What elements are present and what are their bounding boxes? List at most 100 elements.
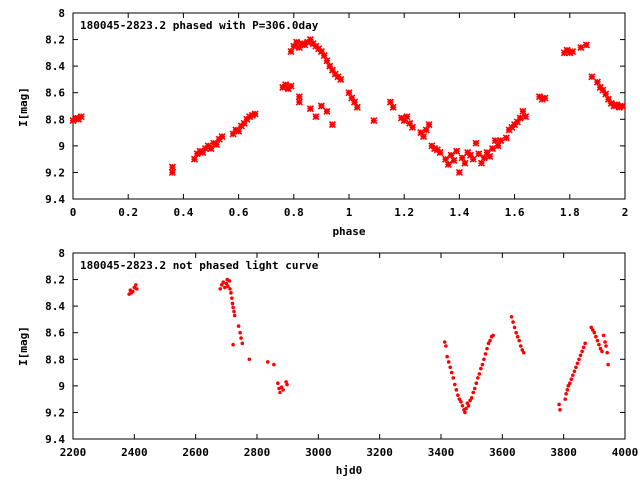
data-point [247,357,252,362]
data-point [565,388,570,392]
data-point [190,155,199,163]
data-point [577,43,585,52]
data-point [599,86,607,94]
data-point [251,110,259,118]
x-tick-label: 0.6 [229,206,249,219]
data-point [572,369,577,374]
data-point [486,341,491,346]
y-tick-label: 8.4 [45,60,65,73]
data-point [580,349,584,354]
y-tick-label: 9.2 [45,406,65,419]
data-point [458,154,466,162]
data-point [350,98,359,106]
data-point [246,113,254,121]
data-point [541,94,549,102]
data-point [449,370,454,375]
x-tick-label: 2200 [60,446,87,459]
data-point [312,113,320,121]
data-point [230,301,235,306]
data-point [389,103,397,111]
data-point [199,148,207,157]
x-tick-label: 0.2 [118,206,138,219]
data-point [512,325,517,330]
data-point [480,154,488,162]
data-point [566,49,574,57]
data-point [472,139,480,147]
data-point [328,121,337,129]
data-point [292,38,301,46]
data-point [446,360,451,364]
data-point [447,151,455,159]
data-point [248,111,256,119]
phased-x-axis: 0 0.2 0.4 0.6 0.8 1 1.2 1.4 1.6 1.8 2 [70,13,629,219]
data-point [592,330,597,335]
data-point [450,156,458,165]
data-point [606,362,610,367]
data-point [497,136,505,145]
data-point [298,39,306,48]
data-point [281,81,290,89]
data-point [618,102,626,110]
data-point [488,338,492,343]
data-point [168,168,176,176]
data-point [502,134,510,142]
x-tick-label: 2400 [121,446,148,459]
data-point [569,377,574,382]
data-point [515,334,520,339]
data-point [276,381,280,386]
data-point [468,398,472,403]
unphased-chart-title: 180045-2823.2 not phased light curve [80,259,319,272]
data-point [218,132,226,141]
data-point [227,279,232,283]
data-point [451,376,456,380]
data-point [328,66,337,74]
x-tick-label: 3200 [366,446,393,459]
data-point [320,51,328,60]
data-point [557,402,561,407]
data-point [134,287,139,291]
data-point [386,98,394,106]
data-point [326,62,334,70]
data-point [131,289,135,294]
x-tick-label: 2 [622,206,629,219]
y-tick-label: 8.4 [45,300,65,313]
data-point [516,114,524,122]
data-point [240,341,245,346]
unphased-x-axis-label: hjd0 [336,464,363,477]
data-point [461,159,469,167]
data-point [317,47,325,56]
data-point [563,397,567,401]
data-point [459,400,463,404]
data-point [491,333,495,338]
x-tick-label: 3800 [550,446,577,459]
data-point [240,119,248,127]
data-point [229,291,233,295]
data-point [566,384,571,388]
data-point [408,123,417,131]
data-point [295,43,303,52]
data-point [238,330,242,335]
data-point [476,376,480,380]
data-point [591,328,595,332]
data-point [598,346,603,351]
phased-data-points [69,36,626,176]
y-tick-label: 8.8 [45,353,65,366]
y-tick-label: 8.6 [45,87,65,100]
data-point [509,314,514,319]
data-point [518,344,523,348]
data-point [72,114,80,122]
unphased-light-curve-panel: 2200 2400 2600 2800 3000 3200 3400 3600 3800 4000… [17,247,638,477]
data-point [601,333,606,338]
data-point [278,390,282,395]
data-point [589,325,594,330]
data-point [615,103,624,111]
data-point [226,284,230,289]
data-point [600,349,604,354]
x-tick-label: 1.2 [394,206,414,219]
data-point [444,160,452,169]
data-point [445,354,449,359]
data-point [425,121,433,129]
data-point [602,90,610,98]
y-tick-label: 8.8 [45,113,65,126]
data-point [353,103,361,111]
